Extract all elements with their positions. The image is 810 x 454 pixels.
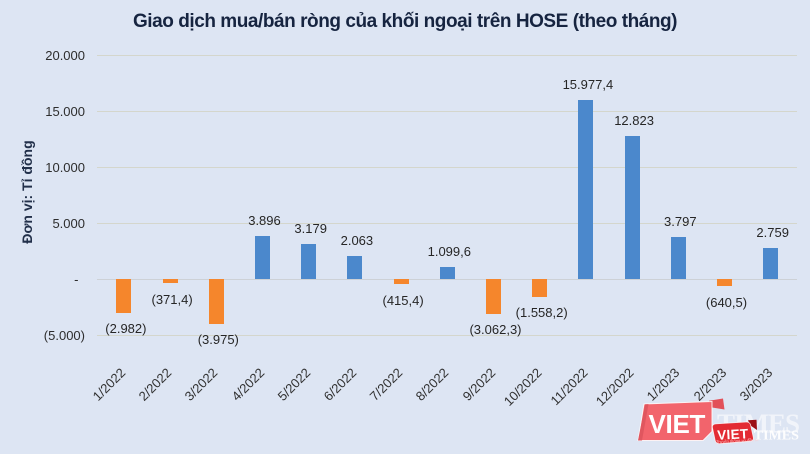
svg-text:VIET: VIET xyxy=(649,409,706,439)
svg-text:TIMES: TIMES xyxy=(754,429,799,444)
svg-text:VIET: VIET xyxy=(717,426,749,443)
svg-text:Truyền thông và đầu tư: Truyền thông và đầu tư xyxy=(716,437,760,444)
